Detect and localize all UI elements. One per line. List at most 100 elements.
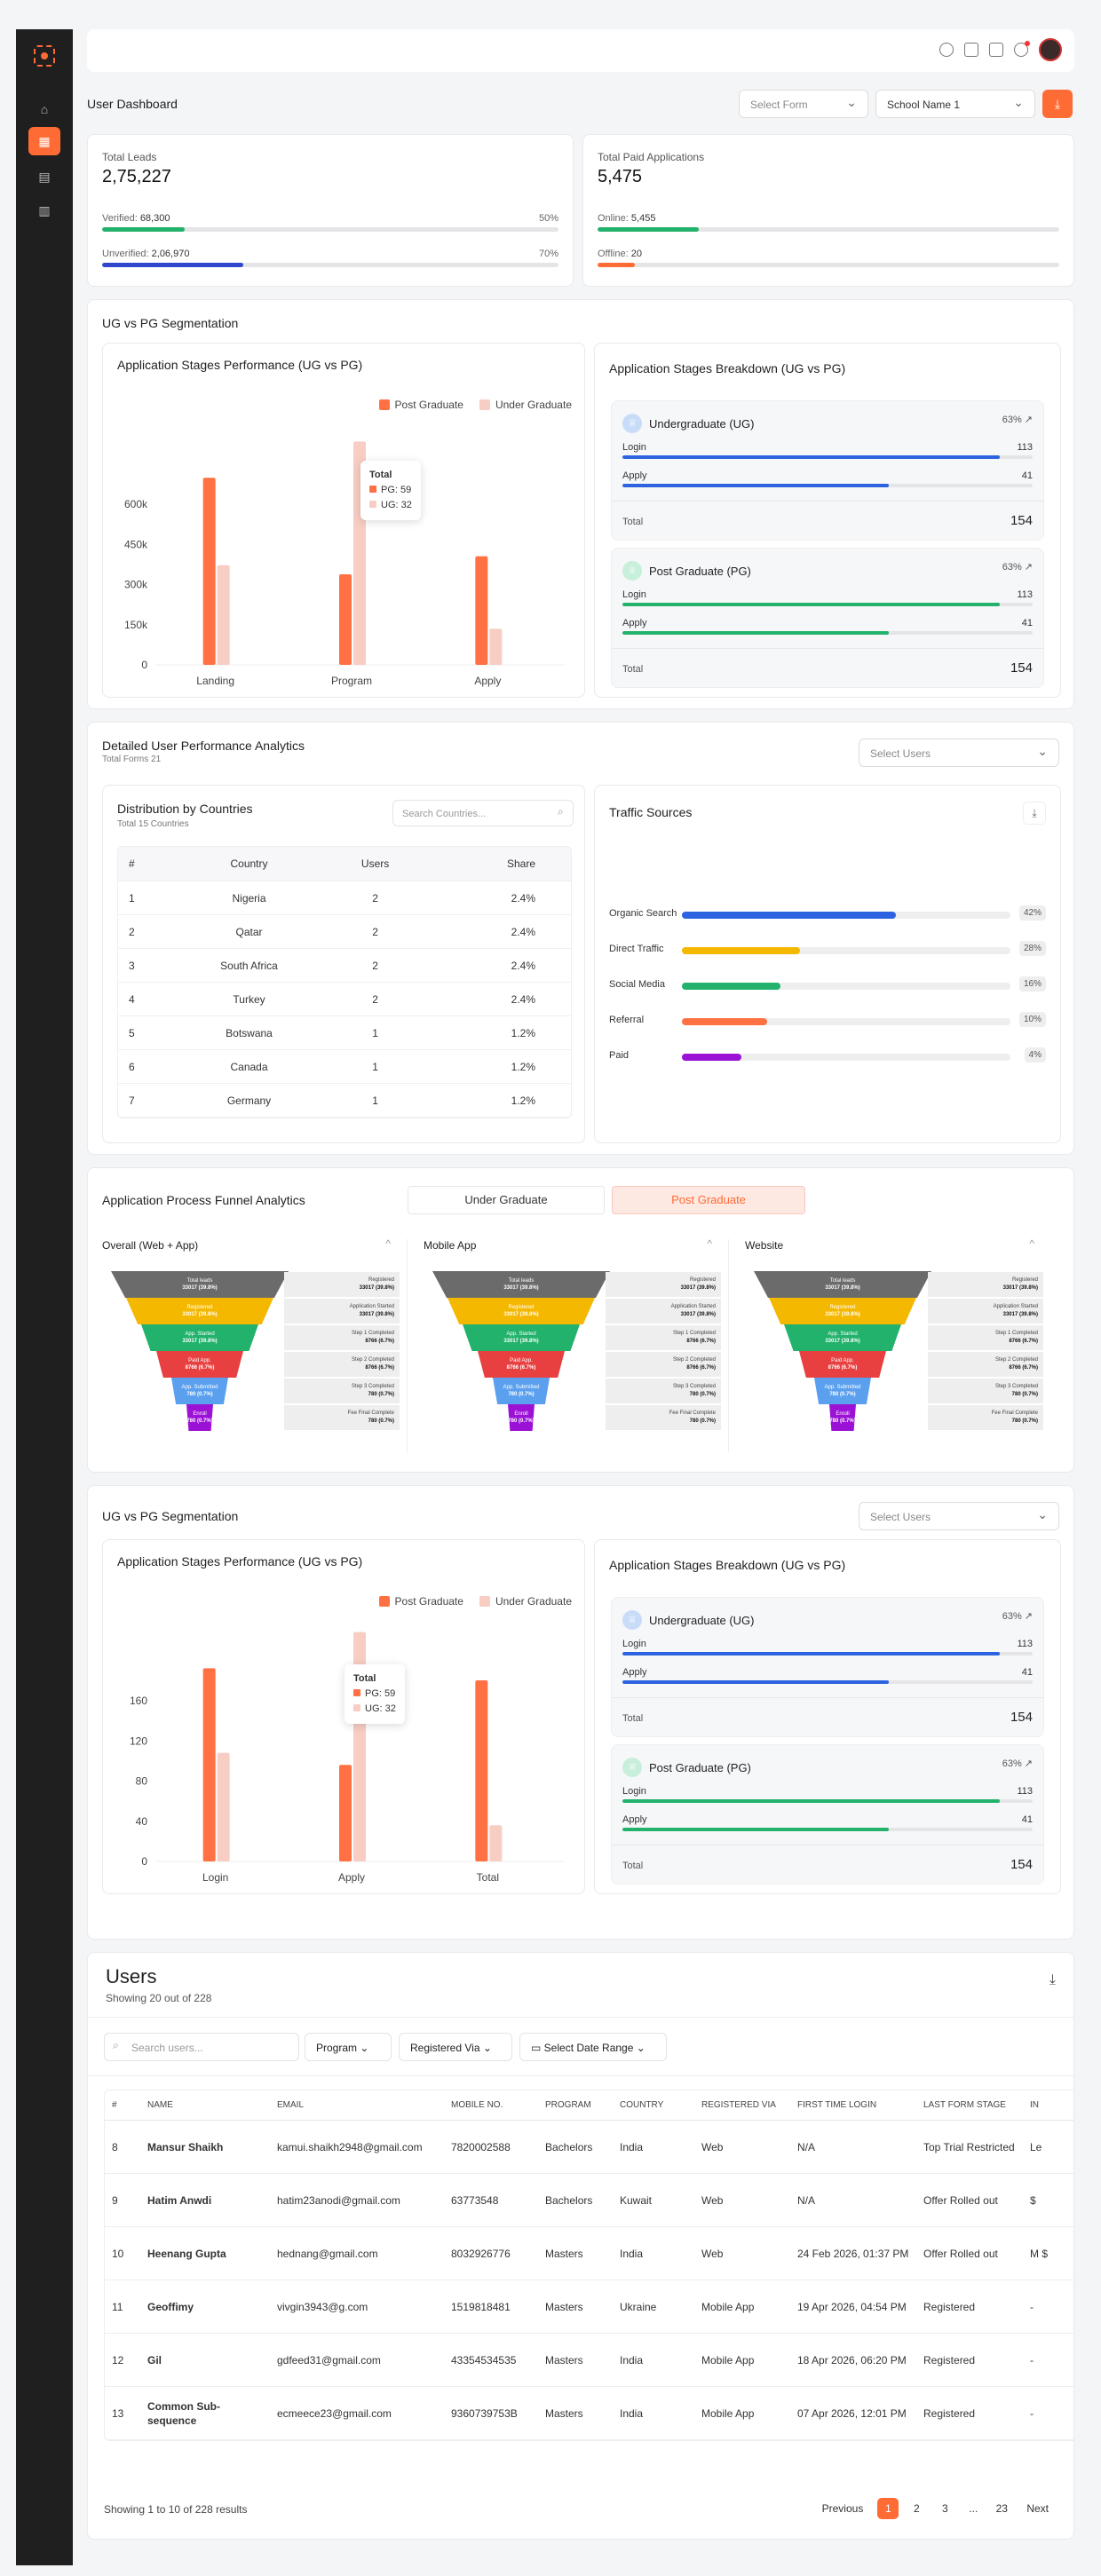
table-row[interactable]: 9 Hatim Anwdi hatim23anodi@gmail.com 637735… — [105, 2173, 1073, 2227]
school-dropdown[interactable]: School Name 1 — [875, 90, 1035, 118]
funnel-side-label: Step 3 Completed — [351, 1384, 394, 1389]
chart1-bar-ug[interactable] — [217, 565, 230, 665]
funnel-step[interactable]: Enroll 780 (0.7%) — [186, 1404, 213, 1431]
chart1-bar-ug[interactable] — [489, 628, 503, 665]
funnel-step[interactable]: Registered 33017 (39.8%) — [769, 1298, 916, 1324]
funnel-step[interactable]: App. Submitted 780 (0.7%) — [814, 1378, 871, 1404]
funnel-side-label: Fee Final Complete — [669, 1410, 716, 1416]
funnel-step[interactable]: Enroll 780 (0.7%) — [829, 1404, 856, 1431]
funnel-side-info: Application Started 33017 (39.8%) — [284, 1299, 400, 1324]
select-users-dropdown[interactable]: Select Users — [859, 739, 1059, 767]
users-col-header: # — [105, 2090, 140, 2121]
tooltip-2-pg: PG: 59 — [365, 1688, 396, 1699]
funnel-side-value: 33017 (39.8%) — [1002, 1285, 1038, 1291]
funnel-step[interactable]: Enroll 780 (0.7%) — [508, 1404, 535, 1431]
users-download-icon[interactable]: ⤓ — [1049, 1972, 1056, 1987]
funnel-step[interactable]: App. Started 33017 (39.8%) — [141, 1324, 258, 1351]
dashboard-icon[interactable]: ▦ — [28, 127, 60, 155]
users-search-input[interactable]: Search users... — [104, 2033, 299, 2061]
funnel-step[interactable]: Paid App. 8766 (6.7%) — [478, 1351, 565, 1378]
table-row[interactable]: 11 Geoffimy vivgin3943@g.com 1519818481 Mast… — [105, 2280, 1073, 2334]
table-row[interactable]: 13 Common Sub-sequence ecmeece23@gmail.com… — [105, 2386, 1073, 2440]
verified-bar — [102, 227, 185, 232]
users-col-header: NAME — [140, 2090, 270, 2121]
funnel-step[interactable]: Paid App. 8766 (6.7%) — [799, 1351, 886, 1378]
chart1-bar-pg[interactable] — [202, 478, 216, 665]
funnel-step[interactable]: Total leads 33017 (39.8%) — [754, 1271, 931, 1298]
funnel-title: Application Process Funnel Analytics — [102, 1193, 305, 1207]
file-icon[interactable]: ▥ — [38, 202, 51, 217]
country-cell: 3 — [118, 948, 171, 983]
page-button[interactable]: 2 — [913, 2502, 920, 2515]
pg-apply-label: Apply — [622, 1814, 647, 1825]
legend-2-pg: Post Graduate — [379, 1595, 463, 1608]
settings-icon[interactable] — [939, 43, 954, 57]
collapse-icon[interactable]: ^ — [707, 1237, 712, 1250]
program-filter[interactable]: Program ⌄ — [305, 2033, 392, 2061]
tab-post-graduate[interactable]: Post Graduate — [612, 1186, 805, 1214]
select-form-dropdown[interactable]: Select Form — [739, 90, 868, 118]
funnel-step[interactable]: App. Submitted 780 (0.7%) — [171, 1378, 228, 1404]
funnel-side-label: Step 1 Completed — [672, 1331, 716, 1336]
chart2-bar-pg[interactable] — [475, 1680, 488, 1861]
chat-icon[interactable] — [964, 43, 978, 57]
home-icon[interactable]: ⌂ — [40, 102, 49, 116]
funnel-step[interactable]: App. Started 33017 (39.8%) — [463, 1324, 580, 1351]
users-cell: 11 — [105, 2280, 140, 2334]
page-button[interactable]: ... — [969, 2502, 978, 2515]
table-row[interactable]: 12 Gil gdfeed31@gmail.com 43354534535 Master… — [105, 2333, 1073, 2387]
download-button[interactable]: ⤓ — [1042, 90, 1073, 118]
chart2-bar-pg[interactable] — [202, 1668, 216, 1861]
users-cell: gdfeed31@gmail.com — [270, 2333, 444, 2387]
select-users-dropdown-2[interactable]: Select Users — [859, 1502, 1059, 1530]
ug-total-label: Total — [622, 1713, 644, 1724]
page-button[interactable]: 1 — [877, 2498, 899, 2519]
offline-bar — [598, 263, 635, 267]
funnel-step[interactable]: App. Submitted 780 (0.7%) — [493, 1378, 550, 1404]
bell-icon[interactable] — [1014, 41, 1030, 57]
traffic-row: Organic Search 42% — [609, 905, 1046, 921]
table-row[interactable]: 10 Heenang Gupta hednang@gmail.com 80329267… — [105, 2226, 1073, 2280]
chart2-bar-pg[interactable] — [339, 1765, 352, 1861]
chart1-bar-pg[interactable] — [339, 574, 352, 665]
date-range-filter[interactable]: ▭ Select Date Range ⌄ — [519, 2033, 667, 2061]
traffic-download-icon[interactable]: ⤓ — [1023, 802, 1046, 825]
collapse-icon[interactable]: ^ — [385, 1237, 391, 1250]
users-cell: Masters — [538, 2333, 613, 2387]
page-button[interactable]: 23 — [995, 2502, 1008, 2515]
table-row[interactable]: 8 Mansur Shaikh kamui.shaikh2948@gmail.com… — [105, 2120, 1073, 2174]
chart1-bar-pg[interactable] — [475, 556, 488, 665]
funnel-side-info: Step 2 Completed 8766 (6.7%) — [928, 1352, 1043, 1377]
page-button[interactable]: 3 — [941, 2502, 948, 2515]
collapse-icon[interactable]: ^ — [1029, 1237, 1034, 1250]
chart2-bar-ug[interactable] — [489, 1825, 503, 1861]
funnel-side-label: Step 3 Completed — [672, 1384, 716, 1389]
tab-under-graduate[interactable]: Under Graduate — [408, 1186, 605, 1214]
pagination-summary: Showing 1 to 10 of 228 results — [104, 2503, 248, 2516]
traffic-title: Traffic Sources — [609, 805, 693, 819]
registered-via-filter[interactable]: Registered Via ⌄ — [399, 2033, 512, 2061]
previous-page-button[interactable]: Previous — [821, 2502, 864, 2515]
countries-table: # Country Users Share 1 Nigeria 2 2.4% 2 Qatar 2 2… — [118, 847, 571, 1118]
document-icon[interactable]: ▤ — [38, 169, 51, 184]
funnel-side-value: 780 (0.7%) — [689, 1392, 716, 1397]
funnel-step[interactable]: Paid App. 8766 (6.7%) — [156, 1351, 243, 1378]
users-col-header: LAST FORM STAGE — [916, 2090, 1023, 2121]
funnel-step-value: 780 (0.7%) — [829, 1418, 856, 1424]
next-page-button[interactable]: Next — [1026, 2502, 1049, 2515]
chart2-bar-ug[interactable] — [217, 1752, 230, 1861]
country-search-input[interactable]: Search Countries... — [392, 800, 574, 826]
message-icon[interactable] — [989, 43, 1003, 57]
funnel-step[interactable]: App. Started 33017 (39.8%) — [784, 1324, 901, 1351]
chart2-ytick: 0 — [141, 1855, 147, 1868]
funnel-step[interactable]: Total leads 33017 (39.8%) — [432, 1271, 610, 1298]
funnel-step[interactable]: Registered 33017 (39.8%) — [448, 1298, 595, 1324]
users-cell: Le — [1023, 2120, 1073, 2174]
funnel-step[interactable]: Registered 33017 (39.8%) — [126, 1298, 273, 1324]
funnel-step[interactable]: Total leads 33017 (39.8%) — [111, 1271, 289, 1298]
avatar[interactable] — [1039, 38, 1062, 61]
ug-login-label: Login — [622, 442, 646, 453]
users-cell: Masters — [538, 2386, 613, 2440]
users-cell: - — [1023, 2280, 1073, 2334]
country-cell: Turkey — [171, 982, 328, 1016]
